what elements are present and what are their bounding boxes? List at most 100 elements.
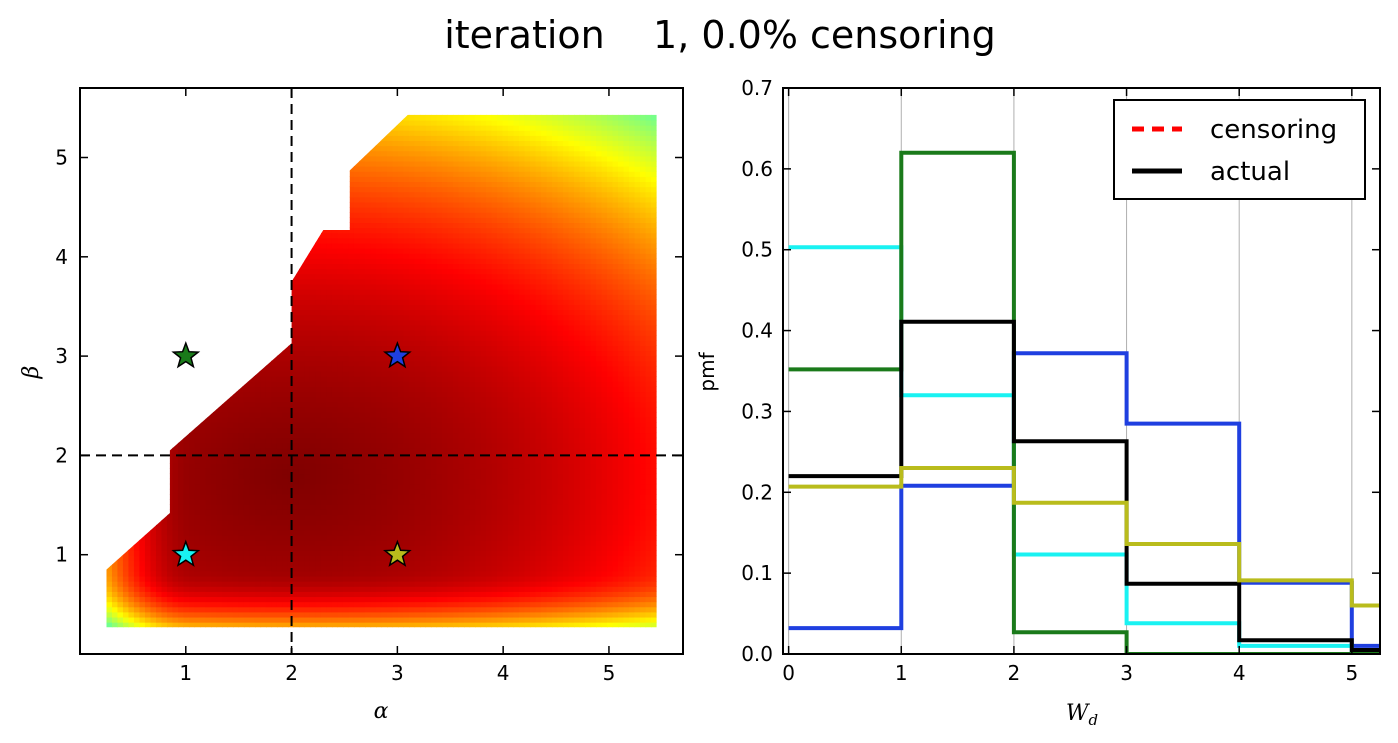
heatmap-cell	[309, 565, 317, 572]
heatmap-cell	[298, 499, 306, 505]
heatmap-cell	[238, 586, 245, 592]
heatmap-cell	[216, 591, 223, 598]
heatmap-cell	[320, 570, 328, 577]
heatmap-cell	[309, 468, 317, 475]
heatmap-cell	[342, 555, 350, 562]
heatmap-cell	[177, 529, 185, 536]
heatmap-cell	[254, 519, 262, 526]
heatmap-cell	[348, 478, 355, 485]
heatmap-cell	[315, 622, 322, 628]
heatmap-cell	[326, 268, 333, 275]
heatmap-cell	[365, 524, 372, 531]
heatmap-cell	[205, 545, 212, 551]
heatmap-cell	[320, 581, 328, 587]
heatmap-cell	[359, 386, 366, 393]
heatmap-cell	[194, 514, 201, 521]
heatmap-cell	[254, 596, 262, 603]
heatmap-cell	[365, 478, 372, 485]
heatmap-cell	[265, 391, 273, 398]
heatmap-cell	[199, 478, 207, 485]
heatmap-cell	[172, 611, 179, 618]
heatmap-cell	[166, 570, 174, 577]
heatmap-cell	[183, 447, 190, 454]
heatmap-cell	[128, 616, 135, 623]
heatmap-cell	[309, 473, 317, 480]
heatmap-cell	[348, 529, 355, 536]
heatmap-cell	[282, 601, 289, 608]
heatmap-cell	[199, 442, 207, 449]
heatmap-cell	[337, 232, 344, 239]
heatmap-cell	[282, 575, 289, 582]
heatmap-cell	[365, 155, 372, 162]
heatmap-cell	[276, 447, 284, 454]
heatmap-cell	[177, 534, 185, 541]
heatmap-cell	[331, 514, 339, 521]
heatmap-cell	[315, 253, 322, 259]
heatmap-cell	[232, 499, 240, 505]
heatmap-cell	[210, 534, 218, 541]
heatmap-cell	[353, 232, 361, 239]
heatmap-cell	[260, 519, 267, 526]
heatmap-cell	[376, 427, 383, 434]
heatmap-cell	[331, 550, 339, 557]
heatmap-cell	[265, 417, 273, 423]
heatmap-cell	[282, 581, 289, 587]
heatmap-cell	[117, 591, 124, 598]
heatmap-cell	[365, 565, 372, 572]
heatmap-cell	[320, 560, 328, 567]
heatmap-cell	[342, 524, 350, 531]
heatmap-cell	[293, 509, 300, 516]
heatmap-cell	[205, 575, 212, 582]
heatmap-cell	[326, 540, 333, 546]
heatmap-cell	[315, 391, 322, 398]
heatmap-cell	[188, 519, 196, 526]
heatmap-cell	[111, 581, 119, 587]
heatmap-cell	[326, 299, 333, 305]
heatmap-cell	[309, 483, 317, 490]
heatmap-cell	[342, 278, 350, 285]
heatmap-cell	[342, 442, 350, 449]
heatmap-cell	[293, 458, 300, 464]
heatmap-cell	[342, 591, 350, 598]
heatmap-cell	[320, 468, 328, 475]
heatmap-cell	[370, 335, 377, 341]
heatmap-cell	[276, 591, 284, 598]
heatmap-cell	[133, 550, 141, 557]
heatmap-cell	[320, 524, 328, 531]
heatmap-cell	[254, 540, 262, 546]
heatmap-cell	[348, 196, 355, 203]
heatmap-cell	[309, 550, 317, 557]
heatmap-cell	[365, 289, 372, 295]
heatmap-cell	[199, 534, 207, 541]
heatmap-cell	[172, 473, 179, 480]
heatmap-cell	[172, 540, 179, 546]
heatmap-cell	[370, 596, 377, 603]
heatmap-cell	[139, 540, 146, 546]
heatmap-cell	[342, 391, 350, 398]
heatmap-cell	[304, 340, 311, 346]
heatmap-cell	[161, 570, 168, 577]
heatmap-cell	[376, 570, 383, 577]
heatmap-cell	[282, 524, 289, 531]
heatmap-cell	[216, 529, 223, 536]
heatmap-cell	[293, 463, 300, 469]
heatmap-cell	[166, 581, 174, 587]
heatmap-cell	[177, 458, 185, 464]
heatmap-cell	[249, 606, 256, 613]
heatmap-cell	[331, 427, 339, 434]
heatmap-cell	[133, 565, 141, 572]
heatmap-cell	[122, 575, 130, 582]
heatmap-cell	[271, 417, 278, 423]
heatmap-cell	[315, 519, 322, 526]
heatmap-cell	[183, 437, 190, 444]
heatmap-cell	[337, 555, 344, 562]
heatmap-cell	[282, 473, 289, 480]
heatmap-cell	[326, 560, 333, 567]
heatmap-cell	[133, 586, 141, 592]
heatmap-cell	[293, 283, 300, 290]
heatmap-cell	[150, 565, 157, 572]
heatmap-cell	[205, 422, 212, 428]
heatmap-cell	[320, 299, 328, 305]
heatmap-cell	[287, 417, 295, 423]
heatmap-cell	[282, 427, 289, 434]
